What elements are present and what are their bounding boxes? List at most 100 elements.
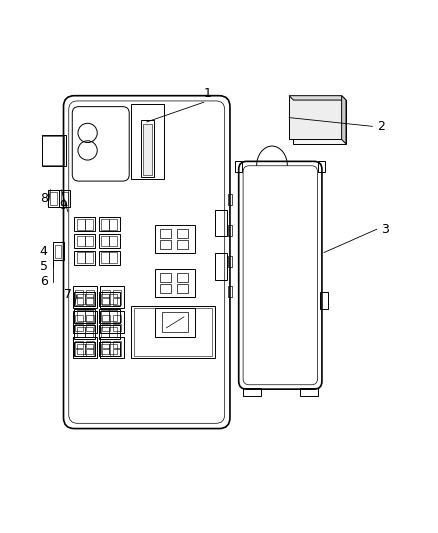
Text: 1: 1 — [204, 87, 212, 100]
Bar — [101, 344, 109, 354]
Bar — [85, 310, 93, 321]
Text: 7: 7 — [64, 288, 72, 302]
Bar — [215, 253, 227, 280]
Bar — [155, 269, 195, 297]
Text: 9: 9 — [60, 199, 67, 212]
Bar — [77, 310, 85, 321]
Bar — [102, 324, 110, 331]
Bar — [113, 324, 121, 331]
Bar — [110, 327, 117, 337]
Bar — [99, 234, 120, 248]
Bar — [101, 327, 109, 337]
Text: 4: 4 — [40, 245, 48, 257]
Bar — [61, 192, 68, 205]
Text: 6: 6 — [40, 276, 48, 288]
Bar — [228, 286, 232, 297]
Bar — [101, 294, 109, 304]
Bar — [101, 253, 109, 263]
Bar — [86, 290, 94, 297]
Bar — [86, 315, 94, 322]
Bar — [75, 315, 83, 322]
Polygon shape — [342, 96, 346, 144]
Bar — [160, 229, 171, 238]
Bar — [77, 344, 85, 354]
Bar — [99, 217, 120, 231]
Text: 5: 5 — [40, 260, 48, 273]
Bar — [155, 308, 195, 336]
Bar — [101, 236, 109, 246]
Bar — [102, 290, 110, 297]
Bar — [102, 341, 110, 348]
Bar — [110, 310, 117, 321]
Bar — [110, 219, 117, 230]
Bar — [215, 209, 227, 236]
Bar — [243, 388, 261, 395]
Bar — [73, 286, 97, 308]
Bar — [77, 236, 85, 246]
Bar — [85, 327, 93, 337]
Bar — [86, 349, 94, 356]
Bar — [99, 309, 120, 322]
Bar — [131, 306, 215, 359]
Bar — [99, 292, 120, 306]
Bar — [228, 225, 232, 236]
Bar — [177, 229, 188, 238]
Bar — [160, 240, 171, 249]
Bar — [48, 190, 59, 207]
Bar — [73, 311, 97, 333]
Bar — [86, 298, 94, 305]
Bar — [75, 349, 83, 356]
Bar — [99, 342, 120, 356]
Bar — [162, 312, 188, 332]
Bar — [77, 253, 85, 263]
Bar — [160, 273, 171, 282]
Text: 2: 2 — [377, 120, 385, 133]
Bar — [235, 161, 242, 172]
Bar — [134, 308, 212, 356]
Bar — [53, 243, 64, 260]
Bar — [75, 298, 83, 305]
Bar — [75, 324, 83, 331]
Bar — [110, 294, 117, 304]
Bar — [100, 311, 124, 333]
Bar — [77, 219, 85, 230]
Bar — [131, 104, 164, 179]
Bar — [101, 310, 109, 321]
Bar — [110, 253, 117, 263]
Bar — [74, 325, 95, 339]
Bar — [289, 96, 342, 140]
Bar — [85, 294, 93, 304]
Bar — [85, 236, 93, 246]
Bar — [143, 124, 152, 174]
Bar — [42, 136, 64, 165]
Bar — [177, 284, 188, 293]
Bar — [99, 325, 120, 339]
Bar — [74, 309, 95, 322]
Bar — [110, 236, 117, 246]
Bar — [73, 336, 97, 359]
Bar — [85, 253, 93, 263]
Bar — [100, 336, 124, 359]
Bar — [155, 225, 195, 253]
Bar — [113, 341, 121, 348]
Bar — [86, 341, 94, 348]
Bar — [74, 292, 95, 306]
Bar — [177, 240, 188, 249]
Bar — [77, 294, 85, 304]
Bar — [141, 120, 154, 177]
Bar — [86, 324, 94, 331]
Bar — [100, 286, 124, 308]
Bar — [102, 349, 110, 356]
Bar — [50, 192, 57, 205]
Bar — [113, 315, 121, 322]
Bar — [75, 290, 83, 297]
Bar — [85, 344, 93, 354]
Bar — [318, 161, 325, 172]
Text: 3: 3 — [381, 223, 389, 236]
Bar — [320, 292, 328, 310]
Bar — [55, 245, 61, 258]
Bar — [85, 219, 93, 230]
Bar — [99, 251, 120, 265]
Bar — [293, 100, 346, 144]
Text: 8: 8 — [40, 192, 48, 205]
